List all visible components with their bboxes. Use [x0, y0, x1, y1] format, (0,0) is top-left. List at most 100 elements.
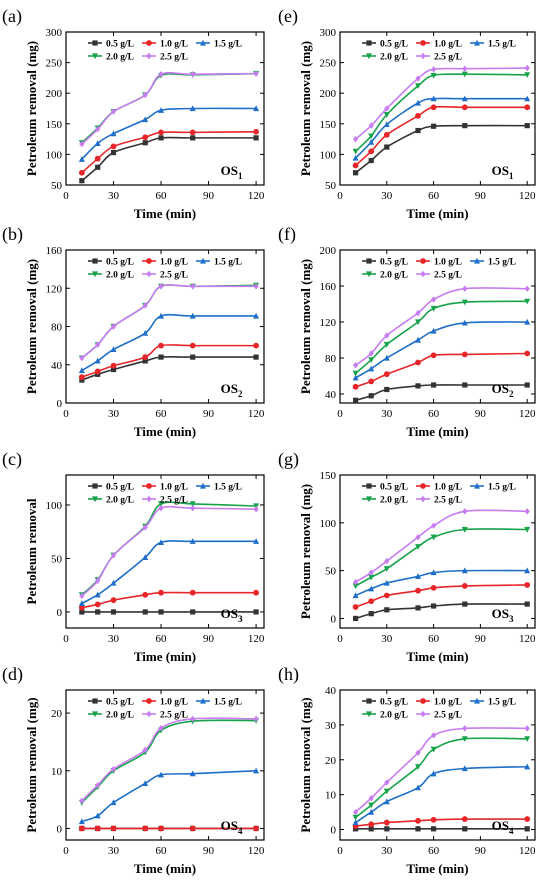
legend-marker — [200, 257, 206, 264]
data-point — [368, 122, 374, 129]
y-tick-label: 120 — [46, 283, 63, 295]
data-point — [189, 589, 196, 596]
data-point — [368, 821, 375, 828]
x-tick-label: 30 — [381, 190, 393, 202]
x-tick-label: 30 — [381, 633, 393, 645]
data-point — [431, 603, 437, 609]
series-line — [81, 313, 257, 372]
data-point — [142, 140, 148, 146]
legend-label: 2.5 g/L — [434, 53, 462, 63]
legend-label: 1.0 g/L — [160, 40, 188, 50]
y-tick-label: 80 — [325, 353, 337, 365]
y-tick-label: 300 — [320, 27, 337, 39]
legend-label: 1.5 g/L — [488, 483, 516, 493]
data-point — [368, 802, 375, 809]
data-point — [368, 393, 374, 399]
chart-panel: (f) 0 30 60 90 120 40 80 120 160 200 Time (min) Petr… — [278, 224, 536, 439]
oil-sample-subscript: 3 — [509, 614, 514, 624]
data-point — [94, 812, 101, 819]
data-point — [110, 108, 117, 115]
oil-sample-subscript: 3 — [238, 614, 243, 624]
oil-sample-label: OS — [492, 381, 509, 396]
y-axis-label: Petroleum removal — [24, 498, 39, 604]
data-point — [352, 819, 359, 826]
legend-label: 2.0 g/L — [380, 496, 408, 506]
data-point — [189, 129, 196, 136]
data-point — [190, 283, 196, 290]
legend-label: 2.5 g/L — [434, 496, 462, 506]
legend-label: 2.5 g/L — [434, 711, 462, 721]
plot-frame — [339, 249, 536, 404]
panel-label: (b) — [2, 224, 23, 245]
y-tick-label: 40 — [325, 389, 337, 401]
y-tick-label: 100 — [46, 500, 63, 512]
y-tick-label: 20 — [51, 708, 63, 720]
y-tick-label: 250 — [320, 58, 337, 70]
data-point — [110, 609, 117, 615]
data-point — [462, 65, 468, 72]
y-tick-label: 0 — [331, 825, 337, 837]
legend-marker — [200, 697, 206, 704]
data-point — [368, 585, 375, 592]
oil-sample-subscript: 1 — [238, 171, 243, 181]
data-point — [415, 112, 421, 119]
data-point — [524, 382, 530, 388]
legend-marker — [200, 39, 206, 46]
data-point — [110, 765, 117, 773]
data-point — [415, 784, 421, 791]
y-tick-label: 160 — [46, 245, 63, 257]
oil-sample-subscript: 2 — [238, 389, 243, 399]
data-point — [524, 816, 531, 822]
legend-label: 2.0 g/L — [106, 711, 134, 721]
series-line — [355, 67, 528, 140]
data-point — [95, 609, 101, 615]
data-point — [430, 104, 437, 111]
data-point — [79, 354, 85, 362]
x-tick-label: 30 — [381, 408, 393, 420]
legend-marker — [92, 483, 98, 489]
series-line — [81, 540, 257, 605]
legend-label: 2.0 g/L — [106, 271, 134, 281]
legend-label: 0.5 g/L — [380, 40, 408, 50]
data-point — [110, 552, 117, 559]
data-point — [415, 749, 421, 756]
data-point — [430, 746, 437, 753]
data-point — [110, 346, 117, 353]
data-point — [95, 781, 101, 789]
data-point — [142, 825, 149, 832]
data-point — [383, 371, 390, 378]
data-point — [253, 128, 259, 135]
data-point — [79, 592, 85, 600]
data-point — [110, 143, 117, 150]
data-point — [415, 817, 421, 824]
data-point — [253, 135, 259, 141]
legend-marker — [420, 52, 426, 60]
data-point — [383, 566, 390, 572]
y-tick-label: 30 — [325, 720, 337, 732]
series-line — [81, 501, 257, 596]
y-tick-label: 0 — [57, 607, 63, 619]
data-point — [142, 91, 148, 99]
legend-label: 0.5 g/L — [106, 698, 134, 708]
data-point — [95, 577, 101, 585]
legend-label: 1.0 g/L — [160, 483, 188, 493]
series-line — [81, 769, 257, 823]
legend-label: 1.5 g/L — [488, 40, 516, 50]
x-tick-label: 120 — [519, 190, 536, 202]
legend-marker — [146, 710, 152, 718]
legend-marker — [420, 258, 426, 264]
data-point — [461, 104, 468, 111]
x-tick-label: 30 — [108, 845, 120, 857]
data-point — [158, 312, 165, 319]
data-point — [142, 524, 148, 531]
x-tick-label: 0 — [337, 190, 343, 202]
data-point — [461, 765, 468, 772]
legend-label: 1.0 g/L — [160, 258, 188, 268]
data-point — [461, 351, 468, 358]
oil-sample-subscript: 1 — [509, 171, 514, 181]
data-point — [430, 95, 437, 102]
data-point — [353, 135, 359, 143]
data-point — [368, 611, 374, 617]
data-point — [94, 601, 101, 608]
oil-sample-label: OS — [221, 381, 238, 396]
